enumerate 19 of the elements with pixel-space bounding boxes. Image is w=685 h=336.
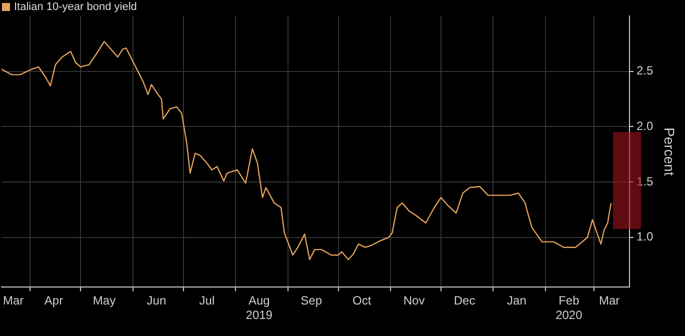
x-tick-label: Jun [146, 294, 166, 308]
x-tick-label: Jul [199, 294, 215, 308]
y-tick-label: 1.5 [636, 174, 654, 188]
x-tick-label: Apr [44, 294, 64, 308]
y-tick-label: 1.0 [636, 230, 654, 244]
x-tick-label: Aug 2019 [246, 294, 273, 322]
x-tick-label: May [92, 294, 116, 308]
y-tick-label: 2.0 [636, 119, 654, 134]
y-axis-title: Percent [662, 127, 678, 176]
legend-label: Italian 10-year bond yield [14, 1, 137, 13]
x-tick-label: Mar [2, 294, 24, 308]
x-tick-label: Mar [598, 294, 620, 308]
y-tick-label: 2.5 [636, 64, 654, 78]
x-tick-label: Nov [403, 294, 425, 308]
x-tick-label: Jan [507, 294, 526, 308]
x-tick-label: Oct [352, 294, 372, 308]
x-tick-label: Dec [454, 294, 476, 308]
x-tick-label: Feb 2020 [556, 294, 583, 322]
x-tick-label: Sep [300, 294, 322, 308]
